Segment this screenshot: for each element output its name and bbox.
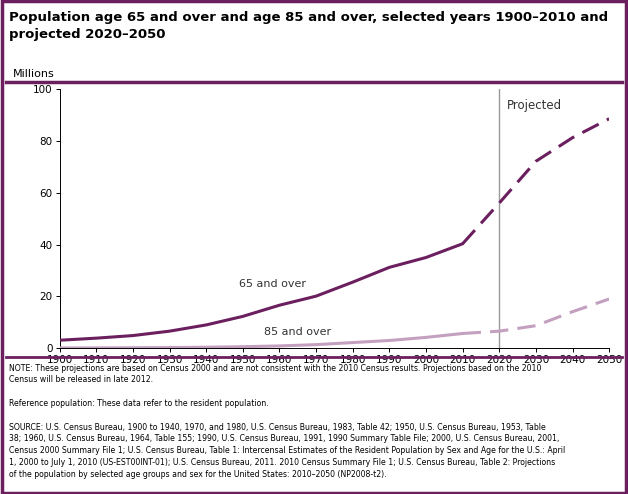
Text: NOTE: These projections are based on Census 2000 and are not consistent with the: NOTE: These projections are based on Cen… <box>9 364 566 479</box>
Text: Population age 65 and over and age 85 and over, selected years 1900–2010 and
pro: Population age 65 and over and age 85 an… <box>9 11 609 41</box>
Text: Millions: Millions <box>13 69 55 79</box>
Text: Projected: Projected <box>507 99 561 112</box>
Text: 65 and over: 65 and over <box>239 279 306 288</box>
Text: 85 and over: 85 and over <box>264 328 332 337</box>
